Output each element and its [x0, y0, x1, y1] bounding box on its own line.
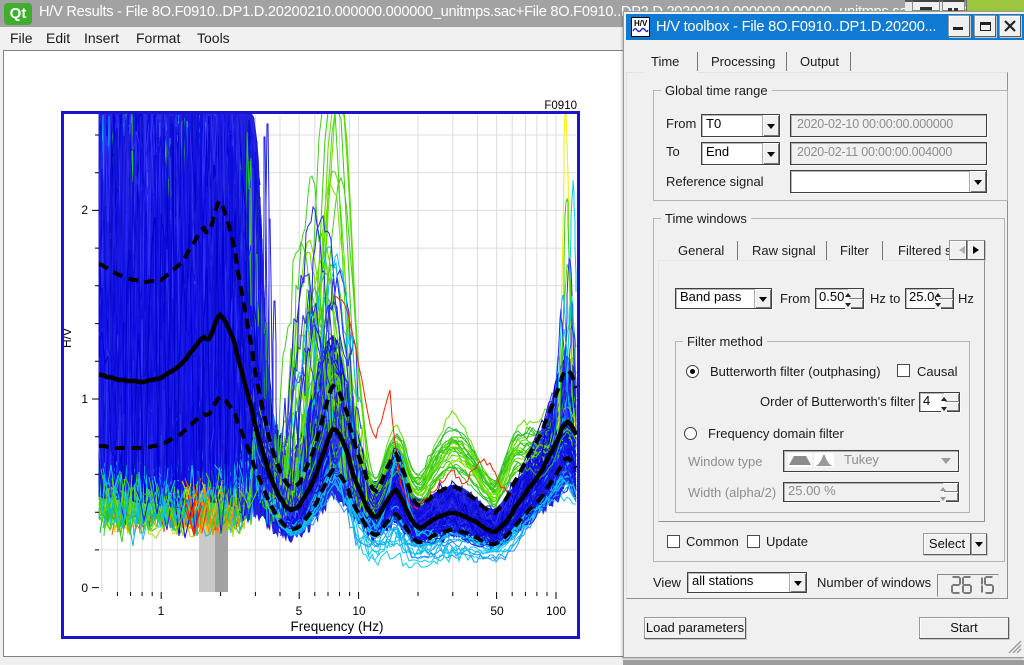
svg-text:100: 100 — [546, 604, 566, 618]
svg-text:Frequency (Hz): Frequency (Hz) — [290, 619, 383, 634]
svg-text:1: 1 — [81, 392, 88, 406]
svg-text:2: 2 — [81, 203, 88, 217]
svg-text:1: 1 — [158, 604, 165, 618]
svg-text:H/V: H/V — [634, 19, 648, 28]
svg-text:0: 0 — [81, 581, 88, 595]
svg-text:F0910: F0910 — [544, 100, 577, 112]
svg-text:10: 10 — [352, 604, 366, 618]
svg-text:5: 5 — [296, 604, 303, 618]
svg-text:50: 50 — [490, 604, 504, 618]
